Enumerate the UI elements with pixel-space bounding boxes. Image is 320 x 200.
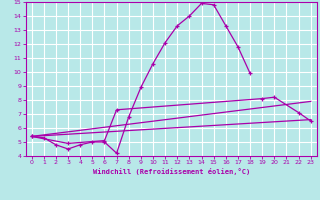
X-axis label: Windchill (Refroidissement éolien,°C): Windchill (Refroidissement éolien,°C) [92,168,250,175]
